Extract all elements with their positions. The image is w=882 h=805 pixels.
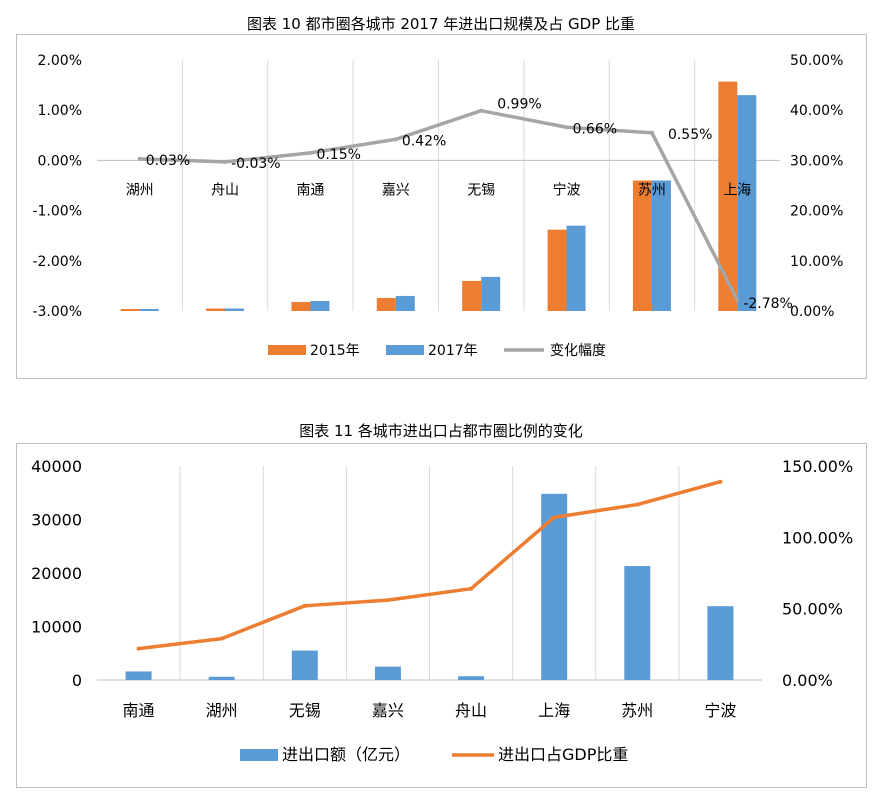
- chart1-legend-label: 2017年: [428, 343, 478, 359]
- chart2-legend-label: 进出口额（亿元）: [282, 745, 410, 764]
- chart1-legend-label: 变化幅度: [550, 343, 606, 359]
- chart1-bar-2017: [566, 225, 586, 311]
- chart1-bar-2017: [481, 276, 501, 311]
- chart1-data-label: 0.55%: [668, 127, 712, 143]
- chart1-bar-2017: [139, 308, 159, 311]
- chart1-bar-2015: [462, 280, 482, 311]
- chart1-bar-2015: [376, 297, 396, 311]
- chart2-left-tick: 0: [72, 671, 82, 690]
- chart1-left-tick: 1.00%: [38, 103, 82, 119]
- chart2-line-point: [136, 646, 141, 651]
- chart1-right-tick: 10.00%: [790, 254, 843, 270]
- chart2-legend-swatch-bar: [240, 749, 278, 761]
- chart1-bar-2015: [547, 229, 567, 311]
- chart1-line-point: [308, 150, 313, 155]
- chart2-category-label: 嘉兴: [372, 701, 404, 720]
- chart2-line-point: [219, 636, 224, 641]
- chart1-title: 图表 10 都市圈各城市 2017 年进出口规模及占 GDP 比重: [246, 15, 636, 33]
- chart1-data-label: 0.42%: [402, 133, 446, 149]
- chart2-category-label: 上海: [538, 701, 570, 720]
- chart1-line-point: [564, 125, 569, 130]
- chart2-bar-trade-volume: [624, 566, 651, 680]
- chart1-bar-2017: [651, 180, 671, 311]
- chart1-category-label: 嘉兴: [382, 182, 410, 198]
- chart2-right-tick: 0.00%: [782, 671, 833, 690]
- chart1-legend-swatch-2017: [386, 345, 424, 355]
- chart2-line-point: [302, 603, 307, 608]
- chart2-category-label: 南通: [123, 701, 155, 720]
- chart2-line-point: [552, 515, 557, 520]
- chart1-line-point: [137, 156, 142, 161]
- chart1-bar-2015: [120, 308, 140, 311]
- chart1-legend-label: 2015年: [310, 343, 360, 359]
- chart2-category-label: 舟山: [455, 701, 487, 720]
- chart1-bar-2017: [395, 295, 415, 311]
- chart1-data-label: 0.15%: [316, 147, 360, 163]
- chart1-bar-2015: [291, 301, 311, 311]
- chart1-category-label: 舟山: [211, 182, 239, 198]
- chart2-category-label: 无锡: [289, 701, 321, 720]
- chart1-left-tick: 0.00%: [38, 153, 82, 169]
- chart1-category-label: 湖州: [126, 182, 154, 198]
- chart1-bar-2015: [632, 180, 652, 311]
- chart2-bar-trade-volume: [374, 666, 401, 680]
- chart2-right-tick: 50.00%: [782, 600, 843, 619]
- chart1-left-tick: -3.00%: [32, 304, 82, 320]
- chart1-category-label: 南通: [296, 182, 324, 198]
- chart1-category-label: 上海: [723, 182, 751, 198]
- chart2-bar-trade-volume: [458, 676, 485, 680]
- chart1-line-change: [139, 108, 739, 301]
- chart1-bar-2017: [737, 95, 757, 311]
- chart1-data-label: -2.78%: [743, 296, 793, 312]
- chart1-data-label: 0.03%: [146, 153, 190, 169]
- chart1-bar-2015: [718, 81, 738, 311]
- chart1-data-label: 0.99%: [497, 97, 541, 113]
- chart1-left-tick: -2.00%: [32, 254, 82, 270]
- chart2-left-tick: 10000: [31, 618, 82, 637]
- chart1-data-label: 0.66%: [573, 121, 617, 137]
- chart2-right-tick: 100.00%: [782, 528, 853, 547]
- chart2-category-label: 湖州: [206, 701, 238, 720]
- chart2-bar-trade-volume: [291, 650, 318, 680]
- chart2-category-label: 苏州: [621, 701, 653, 720]
- chart1-left-tick: -1.00%: [32, 204, 82, 220]
- chart1-left-tick: 2.00%: [38, 53, 82, 69]
- chart2-category-label: 宁波: [704, 701, 736, 720]
- chart1-legend-swatch-2015: [268, 345, 306, 355]
- chart1-line-point: [393, 137, 398, 142]
- chart1-line-point: [479, 108, 484, 113]
- chart2-bar-trade-volume: [208, 676, 235, 680]
- chart1-bar-2017: [310, 300, 330, 311]
- chart2-left-tick: 20000: [31, 564, 82, 583]
- chart2-line-gdp-share: [138, 480, 721, 651]
- chart1-bar-2015: [206, 308, 226, 311]
- chart2-line-point: [635, 502, 640, 507]
- chart2-bar-trade-volume: [707, 606, 734, 680]
- chart1-right-tick: 30.00%: [790, 153, 843, 169]
- chart1-data-label: -0.03%: [231, 156, 281, 172]
- chart1-right-tick: 0.00%: [790, 304, 834, 320]
- chart2-line-point: [718, 479, 723, 484]
- chart1-right-tick: 40.00%: [790, 103, 843, 119]
- chart1-bar-2017: [225, 308, 245, 311]
- chart1-line-point: [649, 130, 654, 135]
- chart2-line-point: [385, 598, 390, 603]
- chart2-right-tick: 150.00%: [782, 457, 853, 476]
- chart1-right-tick: 50.00%: [790, 53, 843, 69]
- chart2-bar-trade-volume: [125, 671, 152, 680]
- chart2-left-tick: 30000: [31, 511, 82, 530]
- chart2-legend-label: 进出口占GDP比重: [498, 745, 628, 764]
- chart1-line-point: [735, 297, 740, 302]
- chart1-category-label: 苏州: [638, 182, 666, 198]
- chart1-category-label: 无锡: [467, 182, 495, 198]
- chart2-bar-trade-volume: [541, 493, 568, 680]
- chart2-left-tick: 40000: [31, 457, 82, 476]
- chart1-right-tick: 20.00%: [790, 204, 843, 220]
- chart2-line-point: [469, 586, 474, 591]
- chart2-title: 图表 11 各城市进出口占都市圈比例的变化: [299, 422, 583, 440]
- chart1-line-point: [223, 159, 228, 164]
- chart1-category-label: 宁波: [553, 181, 581, 198]
